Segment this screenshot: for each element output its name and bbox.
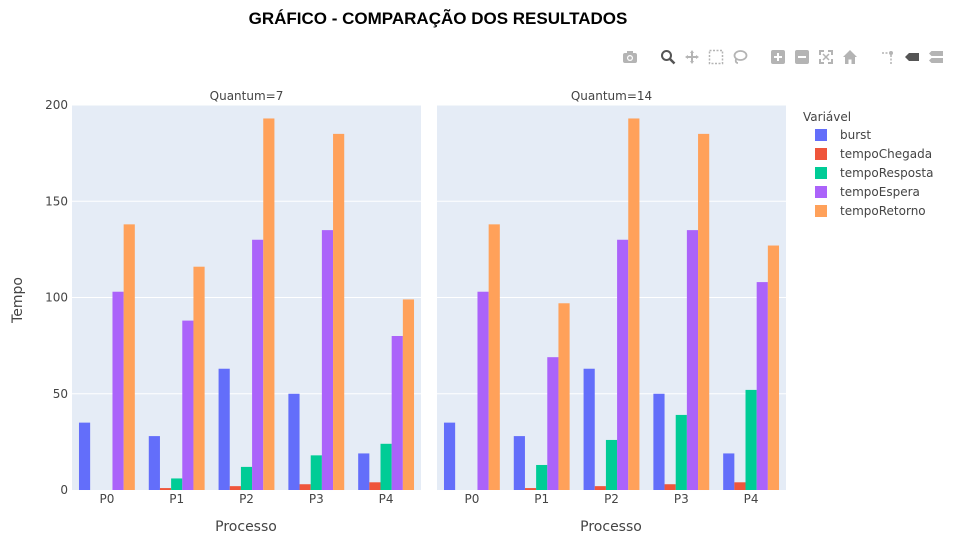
bar-tempoChegada-P2-panel1[interactable] — [229, 486, 241, 490]
bar-tempoResposta-P2-panel1[interactable] — [240, 466, 253, 490]
bar-tempoResposta-P1-panel2[interactable] — [536, 464, 548, 490]
bar-tempoResposta-P2-panel2[interactable] — [605, 439, 618, 490]
bar-burst-P0-panel1[interactable] — [78, 422, 91, 491]
pan-icon[interactable] — [683, 48, 701, 66]
facet-title: Quantum=14 — [571, 89, 652, 103]
legend-item-burst[interactable]: burst — [840, 128, 871, 142]
x-tick-label: P4 — [744, 492, 759, 506]
bar-burst-P4-panel1[interactable] — [358, 453, 370, 490]
bar-burst-P3-panel1[interactable] — [288, 393, 300, 490]
bar-tempoResposta-P4-panel1[interactable] — [380, 443, 392, 490]
bar-tempoRetorno-P2-panel1[interactable] — [263, 118, 275, 490]
legend-title: Variável — [803, 110, 851, 124]
y-tick-label: 100 — [45, 291, 68, 305]
legend-swatch-burst — [815, 129, 827, 141]
bar-tempoRetorno-P0-panel1[interactable] — [123, 224, 135, 490]
legend[interactable]: burst tempoChegada tempoResposta tempoEsper… — [815, 128, 933, 218]
bar-tempoEspera-P0-panel1[interactable] — [112, 291, 124, 490]
x-tick-label: P1 — [169, 492, 184, 506]
bar-tempoEspera-P4-panel2[interactable] — [756, 282, 768, 490]
legend-swatch-tempoChegada — [815, 148, 827, 160]
bar-tempoEspera-P2-panel1[interactable] — [252, 239, 264, 490]
legend-item-tempoResposta[interactable]: tempoResposta — [840, 166, 933, 180]
bar-tempoChegada-P1-panel2[interactable] — [524, 488, 537, 490]
bar-burst-P2-panel2[interactable] — [583, 368, 595, 490]
bar-tempoRetorno-P0-panel2[interactable] — [488, 224, 500, 490]
bar-tempoEspera-P3-panel1[interactable] — [321, 230, 334, 491]
bar-tempoEspera-P1-panel1[interactable] — [182, 320, 194, 490]
zoom-out-icon[interactable] — [793, 48, 811, 66]
bar-tempoRetorno-P3-panel1[interactable] — [333, 133, 345, 491]
bar-tempoRetorno-P2-panel2[interactable] — [628, 118, 640, 490]
bar-tempoRetorno-P1-panel2[interactable] — [558, 303, 570, 490]
legend-item-tempoEspera[interactable]: tempoEspera — [840, 185, 920, 199]
bar-tempoEspera-P4-panel1[interactable] — [391, 336, 403, 490]
x-tick-label: P2 — [239, 492, 254, 506]
y-tick-label: 200 — [45, 98, 68, 112]
x-tick-label: P2 — [604, 492, 619, 506]
camera-icon[interactable] — [621, 48, 639, 66]
x-tick-label: P1 — [534, 492, 549, 506]
bar-tempoChegada-P3-panel1[interactable] — [299, 484, 311, 490]
bar-tempoChegada-P1-panel1[interactable] — [159, 488, 172, 490]
bar-tempoRetorno-P1-panel1[interactable] — [193, 266, 205, 490]
chart-title: GRÁFICO - COMPARAÇÃO DOS RESULTADOS — [249, 8, 628, 28]
bar-tempoEspera-P1-panel2[interactable] — [547, 357, 559, 490]
bar-tempoRetorno-P4-panel2[interactable] — [767, 245, 780, 490]
bar-tempoEspera-P3-panel2[interactable] — [686, 230, 699, 491]
bar-burst-P1-panel1[interactable] — [148, 436, 160, 490]
zoom-icon[interactable] — [659, 48, 677, 66]
y-tick-label: 150 — [45, 194, 68, 208]
bar-tempoResposta-P1-panel1[interactable] — [171, 478, 183, 490]
bar-burst-P4-panel2[interactable] — [723, 453, 735, 490]
hover-closest-icon[interactable] — [903, 48, 921, 66]
spike-lines-icon[interactable] — [879, 48, 897, 66]
bar-tempoResposta-P3-panel1[interactable] — [310, 455, 322, 490]
bar-tempoResposta-P3-panel2[interactable] — [675, 414, 687, 490]
legend-item-tempoRetorno[interactable]: tempoRetorno — [840, 204, 926, 218]
legend-swatch-tempoResposta — [815, 167, 827, 179]
bar-tempoResposta-P4-panel2[interactable] — [745, 389, 757, 490]
modebar — [621, 48, 945, 66]
bar-tempoRetorno-P3-panel2[interactable] — [698, 133, 710, 491]
facet-title: Quantum=7 — [210, 89, 284, 103]
hover-compare-icon[interactable] — [927, 48, 945, 66]
y-tick-label: 0 — [60, 483, 68, 497]
zoom-in-icon[interactable] — [769, 48, 787, 66]
x-tick-label: P3 — [309, 492, 324, 506]
legend-swatch-tempoEspera — [815, 186, 827, 198]
bar-tempoRetorno-P4-panel1[interactable] — [402, 299, 415, 490]
bar-tempoEspera-P0-panel2[interactable] — [477, 291, 489, 490]
box-select-icon[interactable] — [707, 48, 725, 66]
bar-burst-P0-panel2[interactable] — [443, 422, 456, 491]
bar-tempoChegada-P3-panel2[interactable] — [664, 484, 676, 490]
x-axis-title-right: Processo — [580, 519, 642, 535]
reset-home-icon[interactable] — [841, 48, 859, 66]
bar-tempoChegada-P4-panel2[interactable] — [734, 482, 746, 490]
y-tick-label: 50 — [53, 387, 68, 401]
y-axis-title: Tempo — [10, 277, 26, 324]
x-tick-label: P4 — [379, 492, 394, 506]
x-tick-label: P0 — [99, 492, 114, 506]
x-tick-label: P3 — [674, 492, 689, 506]
x-axis-title-left: Processo — [215, 519, 277, 535]
legend-item-tempoChegada[interactable]: tempoChegada — [840, 147, 932, 161]
bar-burst-P1-panel2[interactable] — [513, 436, 525, 490]
bar-tempoChegada-P4-panel1[interactable] — [369, 482, 381, 490]
bar-burst-P2-panel1[interactable] — [218, 368, 230, 490]
bar-tempoEspera-P2-panel2[interactable] — [617, 239, 629, 490]
legend-swatch-tempoRetorno — [815, 205, 827, 217]
bar-burst-P3-panel2[interactable] — [653, 393, 665, 490]
autoscale-icon[interactable] — [817, 48, 835, 66]
lasso-icon[interactable] — [731, 48, 749, 66]
x-tick-label: P0 — [464, 492, 479, 506]
bar-tempoChegada-P2-panel2[interactable] — [594, 486, 606, 490]
